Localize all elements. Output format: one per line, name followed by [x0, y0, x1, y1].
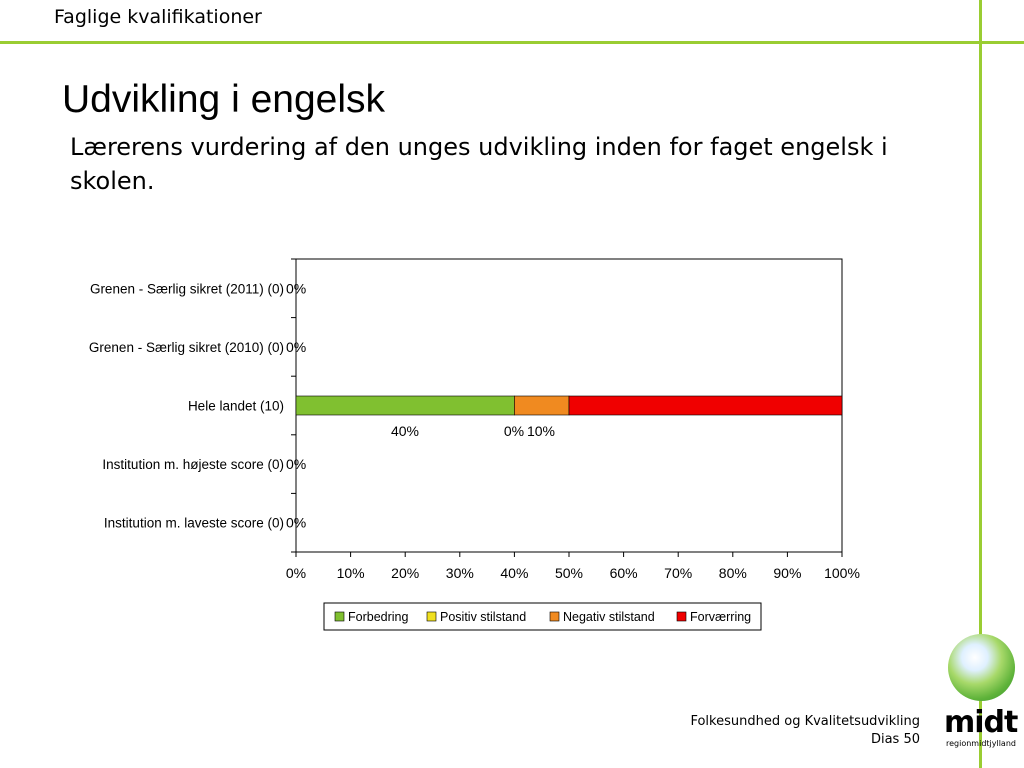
category-label: Institution m. højeste score (0) [102, 457, 284, 472]
category-labels: Grenen - Særlig sikret (2011) (0) Grenen … [89, 281, 284, 530]
legend-label-positiv: Positiv stilstand [440, 610, 526, 624]
category-label: Grenen - Særlig sikret (2011) (0) [90, 281, 284, 296]
bar-segment [514, 395, 570, 416]
legend-swatch-forbedring [334, 611, 345, 622]
header-rule [0, 41, 1024, 44]
bars [295, 395, 843, 416]
legend-label-negativ: Negativ stilstand [563, 610, 655, 624]
x-axis-ticks: 0% 10% 20% 30% 40% 50% 60% 70% 80% 90% 100% [286, 552, 860, 581]
header-label: Faglige kvalifikationer [54, 6, 262, 28]
data-labels: 0% 0% 0% 0% [286, 280, 306, 530]
legend-swatch-positiv [426, 611, 437, 622]
zero-data-label: 0% [286, 515, 306, 531]
slide-title: Udvikling i engelsk [62, 78, 385, 121]
bar-segment [568, 395, 843, 416]
x-tick-label: 20% [391, 565, 419, 581]
zero-data-label: 0% [286, 339, 306, 355]
x-tick-label: 50% [555, 565, 583, 581]
footer-org: Folkesundhed og Kvalitetsudvikling [690, 714, 920, 729]
legend-label-forvaerring: Forværring [690, 610, 751, 624]
x-tick-label: 90% [773, 565, 801, 581]
x-tick-label: 80% [719, 565, 747, 581]
y-axis-ticks [291, 258, 296, 553]
logo-subtitle: regionmidtjylland [946, 739, 1016, 748]
x-tick-label: 0% [286, 565, 306, 581]
category-label: Hele landet (10) [188, 399, 284, 414]
legend: Forbedring Positiv stilstand Negativ sti… [323, 602, 762, 631]
footer: Folkesundhed og Kvalitetsudvikling Dias … [690, 713, 920, 749]
zero-data-label: 0% [286, 456, 306, 472]
legend-label-forbedring: Forbedring [348, 610, 408, 624]
legend-swatch-forvaerring [676, 611, 687, 622]
bar-label-forbedring: 40% [391, 423, 419, 439]
logo-wordmark: midt [944, 705, 1018, 740]
slide-subtitle: Lærerens vurdering af den unges udviklin… [70, 133, 888, 195]
globe-logo-icon [948, 634, 1015, 701]
footer-slide-number: Dias 50 [870, 732, 920, 747]
legend-swatch-negativ [549, 611, 560, 622]
x-tick-label: 40% [500, 565, 528, 581]
bar-label-forvaerring: 50% [691, 423, 719, 439]
x-tick-label: 70% [664, 565, 692, 581]
stacked-bar-chart: 0% 10% 20% 30% 40% 50% 60% 70% 80% 90% 100% Grenen… [89, 258, 860, 631]
zero-data-label: 0% [286, 280, 306, 296]
side-rule [979, 0, 982, 768]
x-tick-label: 100% [824, 565, 860, 581]
category-label: Grenen - Særlig sikret (2010) (0) [89, 340, 284, 355]
bar-label-positiv: 0% [504, 423, 524, 439]
x-tick-label: 30% [446, 565, 474, 581]
category-label: Institution m. laveste score (0) [104, 516, 284, 531]
legend-box [323, 602, 762, 631]
x-tick-label: 10% [337, 565, 365, 581]
bar-label-negativ: 10% [527, 423, 555, 439]
x-tick-label: 60% [610, 565, 638, 581]
bar-segment [295, 395, 515, 416]
bar-labels: 40% 0% 10% 50% [391, 423, 719, 439]
